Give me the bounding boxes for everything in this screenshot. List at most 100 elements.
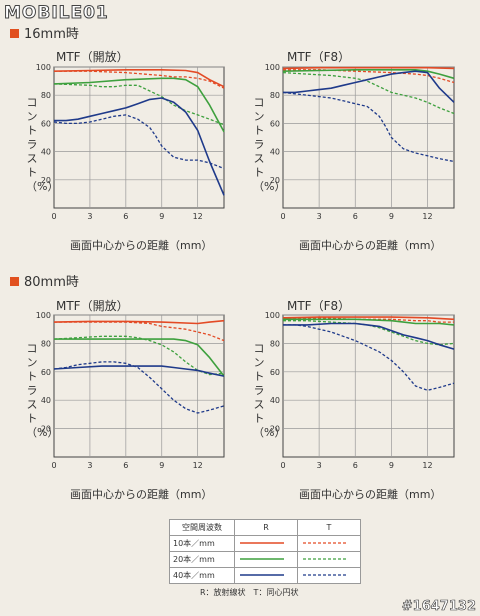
- x-tick-label: 9: [159, 212, 164, 221]
- series-line-green-t: [53, 83, 225, 126]
- x-tick-label: 6: [353, 461, 358, 470]
- x-tick-label: 3: [317, 461, 322, 470]
- x-tick-label: 0: [280, 461, 285, 470]
- x-tick-label: 3: [87, 212, 92, 221]
- y-tick-label: 100: [36, 63, 51, 72]
- legend-note: R：放射線状 T：同心円状: [200, 588, 299, 597]
- square-bullet-icon: [10, 277, 19, 286]
- mtf-chart-80mm-open: 20 40 60 80 100 0 3 6 9 12: [36, 311, 225, 470]
- series-line-red-t: [54, 70, 225, 89]
- mtf-chart-80mm-f8: 20 40 60 80 100 0 3 6 9 12: [265, 311, 455, 470]
- legend-row: 10本／mm: [169, 535, 361, 552]
- series-line-blue-t: [282, 91, 455, 163]
- series-line-green-r: [282, 68, 455, 80]
- legend-header-t: T: [297, 519, 361, 536]
- legend-header-frequency: 空間周波数: [169, 519, 235, 536]
- y-tick-label: 60: [270, 368, 280, 377]
- x-tick-label: 6: [123, 461, 128, 470]
- plot-area: [53, 314, 225, 458]
- x-tick-label: 12: [193, 461, 203, 470]
- series-line-blue-t: [53, 114, 225, 170]
- y-tick-label: 60: [41, 368, 51, 377]
- series-line-red-t: [54, 321, 225, 342]
- x-tick-label: 6: [353, 212, 358, 221]
- y-tick-label: 40: [270, 396, 280, 405]
- y-tick-label: 20: [270, 176, 280, 185]
- y-tick-label: 40: [41, 148, 51, 157]
- x-tick-label: 6: [123, 212, 128, 221]
- legend-swatch-solid: [234, 535, 298, 552]
- series-line-green-r: [54, 338, 225, 377]
- series-line-blue-r: [53, 365, 225, 377]
- x-tick-label: 0: [51, 461, 56, 470]
- x-tick-label: 9: [389, 461, 394, 470]
- x-tick-label: 12: [193, 212, 203, 221]
- x-axis-label: 画面中心からの距離（mm）: [70, 239, 213, 252]
- section-title-text: 80mm時: [24, 275, 79, 290]
- x-axis-label: 画面中心からの距離（mm）: [70, 488, 213, 501]
- legend-row: 20本／mm: [169, 551, 361, 568]
- y-tick-label: 100: [265, 63, 280, 72]
- y-tick-label: 20: [41, 176, 51, 185]
- legend-table: 空間周波数 R T 10本／mm 20本／mm 40本／mm: [169, 519, 361, 584]
- mtf-chart-16mm-open: 20 40 60 80 100 0 3 6 9 12: [36, 63, 225, 221]
- y-tick-label: 80: [270, 91, 280, 100]
- series-line-red-r: [53, 319, 225, 325]
- series-line-green-t: [282, 71, 455, 115]
- series-line-blue-r: [283, 322, 455, 350]
- y-tick-label: 80: [270, 339, 280, 348]
- y-tick-label: 60: [270, 119, 280, 128]
- y-tick-label: 60: [41, 119, 51, 128]
- series-line-red-r: [282, 66, 455, 70]
- legend-swatch-dashed: [297, 535, 361, 552]
- chart-title: MTF（開放）: [56, 50, 129, 64]
- plot-area: [282, 66, 455, 209]
- legend-swatch-solid: [234, 567, 298, 584]
- series-line-blue-r: [54, 97, 225, 196]
- legend-row: 40本／mm: [169, 567, 361, 584]
- x-tick-label: 3: [87, 461, 92, 470]
- x-tick-label: 9: [389, 212, 394, 221]
- legend-swatch-dashed: [297, 567, 361, 584]
- plot-area: [282, 314, 455, 458]
- series-line-red-r: [53, 68, 225, 88]
- series-line-green-r: [53, 77, 225, 133]
- x-tick-label: 3: [317, 212, 322, 221]
- section-title-text: 16mm時: [24, 27, 79, 42]
- y-tick-label: 20: [41, 425, 51, 434]
- y-tick-label: 100: [36, 311, 51, 320]
- section-title-16mm: 16mm時: [10, 23, 79, 42]
- square-bullet-icon: [10, 29, 19, 38]
- x-axis-label: 画面中心からの距離（mm）: [299, 488, 442, 501]
- x-axis-label: 画面中心からの距離（mm）: [299, 239, 442, 252]
- legend-header-row: 空間周波数 R T: [169, 519, 361, 536]
- x-tick-label: 9: [159, 461, 164, 470]
- legend-swatch-solid: [234, 551, 298, 568]
- site-logo: MOBILE01: [4, 3, 109, 24]
- series-line-green-t: [53, 335, 225, 376]
- legend-row-label: 10本／mm: [169, 535, 235, 552]
- series-line-red-t: [283, 317, 454, 323]
- y-tick-label: 20: [270, 425, 280, 434]
- series-line-green-r: [283, 318, 455, 326]
- series-line-blue-t: [283, 324, 455, 391]
- x-tick-label: 12: [422, 461, 432, 470]
- legend-row-label: 20本／mm: [169, 551, 235, 568]
- section-title-80mm: 80mm時: [10, 271, 79, 290]
- chart-title: MTF（F8）: [287, 299, 351, 313]
- y-tick-label: 80: [41, 91, 51, 100]
- plot-area: [53, 66, 225, 209]
- legend-header-r: R: [234, 519, 298, 536]
- y-tick-label: 40: [41, 396, 51, 405]
- mtf-chart-16mm-f8: 20 40 60 80 100 0 3 6 9 12: [265, 63, 455, 221]
- watermark-id: #1647132: [401, 599, 476, 615]
- y-tick-label: 80: [41, 339, 51, 348]
- x-tick-label: 0: [280, 212, 285, 221]
- series-line-blue-t: [53, 361, 225, 414]
- legend-swatch-dashed: [297, 551, 361, 568]
- chart-title: MTF（開放）: [56, 299, 129, 313]
- y-tick-label: 40: [270, 148, 280, 157]
- chart-title: MTF（F8）: [287, 50, 351, 64]
- x-tick-label: 0: [51, 212, 56, 221]
